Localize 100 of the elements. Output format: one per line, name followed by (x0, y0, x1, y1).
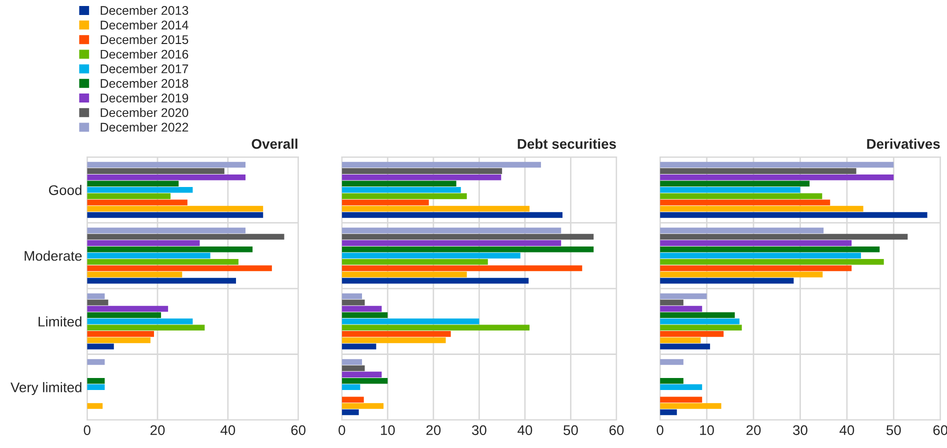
legend-label: December 2014 (100, 20, 188, 30)
bar (87, 300, 108, 306)
bar (660, 200, 830, 206)
bar (342, 384, 360, 390)
bar (87, 234, 284, 240)
bar (87, 312, 162, 318)
bar (342, 168, 502, 174)
bar (342, 180, 456, 187)
bar (660, 331, 724, 337)
bar (87, 212, 264, 218)
bar (87, 293, 105, 300)
bar (342, 162, 541, 168)
x-tick-label: 60 (291, 425, 306, 436)
bar (342, 372, 382, 378)
bar (87, 344, 114, 350)
legend-label: December 2018 (100, 78, 188, 88)
x-tick-label: 20 (426, 425, 441, 436)
x-tick-label: 30 (793, 425, 808, 436)
bar (660, 234, 908, 240)
bar (87, 206, 264, 212)
y-tick-label: Very limited (10, 382, 82, 396)
bar (87, 193, 171, 200)
bar (87, 187, 193, 193)
bar (660, 174, 894, 180)
bar (660, 259, 884, 265)
x-tick-label: 10 (700, 425, 714, 436)
bar (87, 337, 150, 344)
bar (87, 259, 238, 265)
x-tick-label: 40 (220, 425, 236, 436)
bar (87, 318, 193, 324)
bar (342, 293, 362, 300)
bar (660, 384, 702, 390)
bar (87, 265, 272, 272)
bar (660, 228, 824, 234)
bar (342, 252, 520, 259)
bar (87, 240, 200, 246)
x-tick-label: 40 (840, 425, 854, 436)
x-tick-label: 50 (564, 425, 578, 436)
y-tick-label: Moderate (24, 250, 82, 261)
bar (660, 206, 864, 212)
bar (342, 409, 359, 416)
bar (660, 409, 677, 416)
bar (660, 212, 928, 218)
bar (342, 324, 530, 331)
legend-label: December 2017 (100, 64, 188, 74)
y-tick-label: Good (48, 184, 82, 196)
bar (342, 228, 562, 234)
bar (660, 324, 742, 331)
bar (342, 396, 364, 403)
legend-label: December 2020 (100, 108, 188, 118)
bar (342, 246, 594, 252)
chart-title: Overall (252, 138, 298, 149)
bar (660, 378, 684, 384)
bar (87, 278, 236, 284)
bar (87, 403, 103, 409)
bar (342, 378, 388, 384)
bar (660, 162, 894, 168)
bar (87, 174, 246, 180)
bar (660, 272, 823, 278)
bar (87, 228, 246, 234)
bar (660, 180, 810, 187)
legend-label: December 2013 (100, 6, 188, 15)
bar (660, 396, 702, 403)
bar (342, 200, 429, 206)
bar (342, 331, 451, 337)
x-tick-label: 20 (746, 425, 761, 436)
bar (342, 359, 362, 365)
bar (660, 359, 684, 365)
bar (342, 265, 582, 272)
bar (342, 193, 467, 200)
bar (342, 318, 480, 324)
bar (660, 344, 710, 350)
bar (87, 324, 205, 331)
legend-label: December 2015 (100, 34, 188, 44)
bar (342, 259, 488, 265)
bar (87, 378, 105, 384)
bar (660, 318, 740, 324)
bar (660, 337, 701, 344)
bar (660, 312, 735, 318)
x-tick-label: 10 (380, 425, 395, 436)
bar (342, 240, 562, 246)
x-tick-label: 0 (338, 425, 346, 436)
bar (660, 187, 800, 193)
bar (342, 344, 376, 350)
bar (87, 306, 168, 312)
bar (87, 168, 224, 174)
bar (660, 265, 852, 272)
bar (660, 293, 707, 300)
bar (660, 403, 722, 409)
chart-title: Derivatives (867, 138, 940, 149)
chart-title: Debt securities (518, 138, 616, 149)
bar (660, 168, 856, 174)
x-tick-label: 40 (518, 425, 532, 436)
bar (342, 187, 461, 193)
bar (660, 240, 852, 246)
x-tick-label: 60 (609, 425, 624, 436)
bar (342, 278, 529, 284)
x-tick-label: 50 (886, 425, 901, 436)
legend-label: December 2016 (100, 49, 188, 59)
bar (87, 252, 210, 259)
